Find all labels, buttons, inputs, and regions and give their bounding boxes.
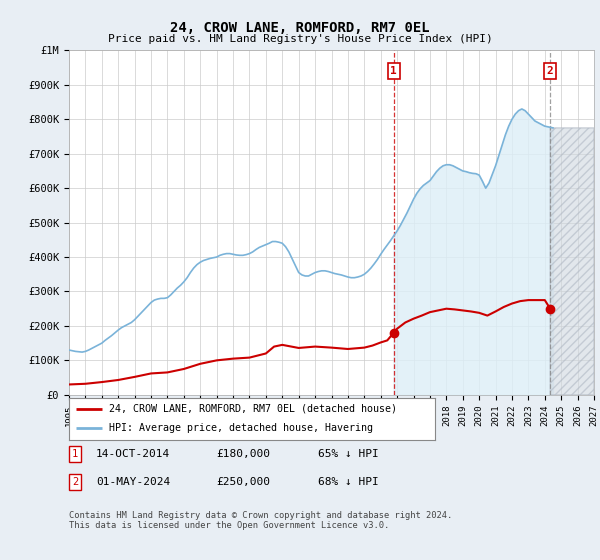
Text: £250,000: £250,000 [216, 477, 270, 487]
Text: 14-OCT-2014: 14-OCT-2014 [96, 449, 170, 459]
Text: Contains HM Land Registry data © Crown copyright and database right 2024.
This d: Contains HM Land Registry data © Crown c… [69, 511, 452, 530]
Text: 2: 2 [547, 66, 554, 76]
Text: 24, CROW LANE, ROMFORD, RM7 0EL: 24, CROW LANE, ROMFORD, RM7 0EL [170, 21, 430, 35]
Text: 01-MAY-2024: 01-MAY-2024 [96, 477, 170, 487]
Text: £180,000: £180,000 [216, 449, 270, 459]
Text: 1: 1 [391, 66, 397, 76]
Text: 65% ↓ HPI: 65% ↓ HPI [318, 449, 379, 459]
Text: HPI: Average price, detached house, Havering: HPI: Average price, detached house, Have… [109, 423, 373, 433]
Text: 1: 1 [72, 449, 78, 459]
Text: Price paid vs. HM Land Registry's House Price Index (HPI): Price paid vs. HM Land Registry's House … [107, 34, 493, 44]
Text: 24, CROW LANE, ROMFORD, RM7 0EL (detached house): 24, CROW LANE, ROMFORD, RM7 0EL (detache… [109, 404, 397, 414]
Text: 2: 2 [72, 477, 78, 487]
Text: 68% ↓ HPI: 68% ↓ HPI [318, 477, 379, 487]
